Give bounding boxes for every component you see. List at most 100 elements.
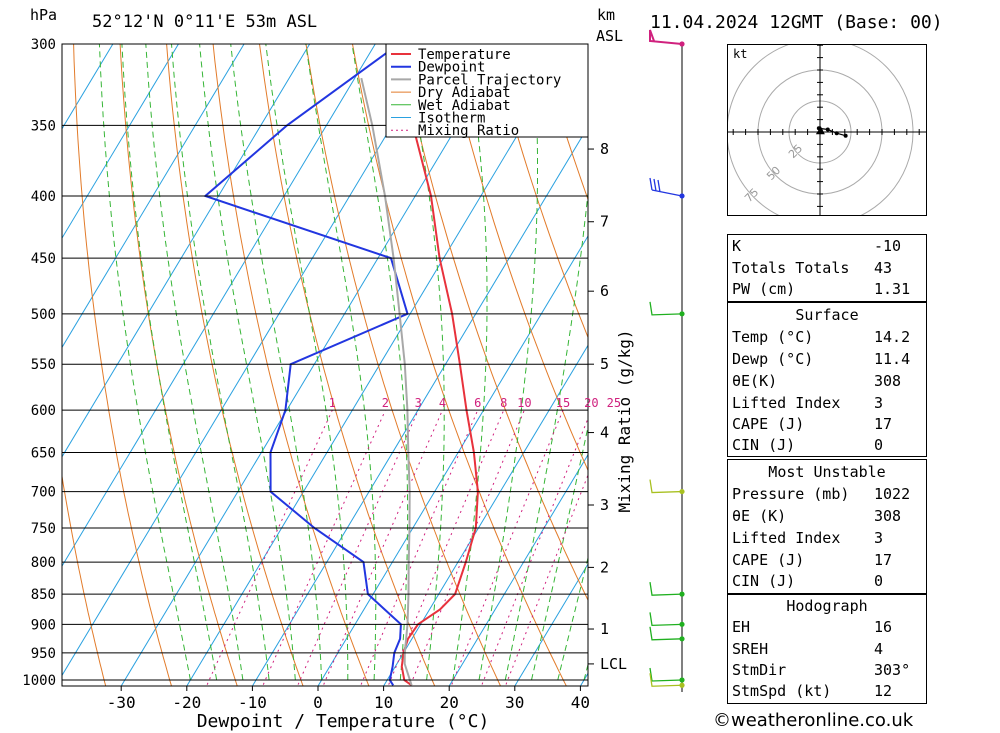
mixing-ratio-label: 15 xyxy=(556,396,570,410)
pressure-tick-label: 700 xyxy=(31,485,56,501)
pressure-tick-label: 500 xyxy=(31,307,56,323)
index-label: Totals Totals xyxy=(732,259,850,277)
wind-barb xyxy=(649,612,683,627)
isotherm xyxy=(62,44,376,568)
wet-adiabat xyxy=(351,44,409,681)
storm-motion-marker xyxy=(815,126,825,135)
wet-adiabat xyxy=(452,44,488,681)
isotherm xyxy=(62,44,114,130)
mixing-ratio-line xyxy=(480,417,588,686)
height-tick-label: 7 xyxy=(600,213,609,231)
index-row-pw: PW (cm) 1.31 xyxy=(732,280,922,301)
pressure-tick-label: 350 xyxy=(31,118,56,134)
index-label: Temp (°C) xyxy=(732,328,814,346)
index-label: SREH xyxy=(732,640,769,658)
wind-barb xyxy=(649,673,683,687)
wet-adiabat xyxy=(145,44,244,681)
mixing-ratio-line xyxy=(504,473,588,686)
surface-row: CAPE (J) 17 xyxy=(732,415,922,436)
index-label: CAPE (J) xyxy=(732,415,805,433)
index-value: 16 xyxy=(874,618,893,636)
hodograph-ring-label: 25 xyxy=(786,142,805,161)
height-tick-label: 4 xyxy=(600,424,609,442)
legend-entry: Temperature xyxy=(418,47,511,63)
mixing-ratio-label: 25 xyxy=(607,396,621,410)
mixing-ratio-line xyxy=(450,410,564,686)
height-tick-label: 5 xyxy=(600,355,609,373)
surface-title: Surface xyxy=(795,306,859,324)
dry-adiabat xyxy=(444,44,588,472)
surface-row: Lifted Index 3 xyxy=(732,394,922,415)
mixing-ratio-label: 6 xyxy=(474,396,481,410)
most-unstable-row: Lifted Index 3 xyxy=(732,529,922,550)
legend-entry: Parcel Trajectory xyxy=(418,72,561,88)
mixing-ratio-label: 8 xyxy=(500,396,507,410)
index-value: 4 xyxy=(874,640,884,658)
mixing-ratio-label: 10 xyxy=(517,396,531,410)
pressure-tick-label: 750 xyxy=(31,521,56,537)
mixing-ratio-label: 20 xyxy=(584,396,598,410)
x-axis-label: Dewpoint / Temperature (°C) xyxy=(197,711,490,732)
wet-adiabat xyxy=(121,44,218,681)
index-value: 0 xyxy=(874,436,884,454)
mixing-ratio-line xyxy=(262,409,386,686)
legend-entry: Dry Adiabat xyxy=(418,85,511,101)
wet-adiabat xyxy=(265,44,349,680)
surface-table: Surface Temp (°C) 14.2 Dewp (°C) 11.4 θE… xyxy=(727,302,927,457)
mixing-ratio-label: 4 xyxy=(439,396,446,410)
mixing-ratio-line xyxy=(296,409,419,686)
index-value: 17 xyxy=(874,551,893,569)
index-table-top: K -10 Totals Totals 43 PW (cm) 1.31 xyxy=(727,234,927,302)
wind-barb xyxy=(649,479,683,494)
legend-entry: Dewpoint xyxy=(418,60,485,76)
isotherm xyxy=(317,235,588,686)
hodograph-row: SREH 4 xyxy=(732,640,922,661)
hodograph-unit: kt xyxy=(733,47,748,61)
index-value: 3 xyxy=(874,529,884,547)
mixing-ratio-label: 3 xyxy=(415,396,422,410)
dry-adiabat xyxy=(258,44,436,686)
index-value: 14.2 xyxy=(874,328,911,346)
wind-barb xyxy=(649,177,683,197)
pressure-tick-label: 1000 xyxy=(22,673,56,689)
dry-adiabat xyxy=(491,44,588,339)
most-unstable-table: Most Unstable Pressure (mb) 1022 θE (K) … xyxy=(727,459,927,594)
wet-adiabat xyxy=(199,44,296,681)
index-value: 43 xyxy=(874,259,893,277)
hodograph-point xyxy=(834,131,839,136)
surface-row: Temp (°C) 14.2 xyxy=(732,328,922,349)
x-tick-label: 0 xyxy=(313,693,323,712)
index-row-k: K -10 xyxy=(732,237,922,258)
legend-box xyxy=(385,43,589,138)
pressure-tick-label: 600 xyxy=(31,403,56,419)
index-label: K xyxy=(732,237,742,255)
mixing-ratio-axis-label: Mixing Ratio (g/kg) xyxy=(615,329,634,512)
surface-row: CIN (J) 0 xyxy=(732,436,922,457)
legend-entry: Isotherm xyxy=(418,111,485,127)
wet-adiabat xyxy=(504,187,588,681)
mixing-ratio-label: 2 xyxy=(382,396,389,410)
index-row-totals-totals: Totals Totals 43 xyxy=(732,259,922,280)
hodograph-point xyxy=(843,133,848,138)
most-unstable-row: Pressure (mb) 1022 xyxy=(732,485,922,506)
dry-adiabat xyxy=(62,473,107,686)
wind-barb xyxy=(649,667,683,682)
isotherm xyxy=(62,44,180,240)
hodograph-panel: 25 50 75 kt xyxy=(707,19,933,245)
pressure-tick-label: 850 xyxy=(31,587,56,603)
asl-unit-label: ASL xyxy=(596,27,624,45)
most-unstable-row: CAPE (J) 17 xyxy=(732,551,922,572)
dry-adiabat xyxy=(948,26,1000,696)
index-label: Dewp (°C) xyxy=(732,350,814,368)
legend-entry: Wet Adiabat xyxy=(418,98,511,114)
x-tick-label: -20 xyxy=(172,693,201,712)
index-value: 17 xyxy=(874,415,893,433)
index-label: θE (K) xyxy=(732,507,787,525)
wind-barb xyxy=(649,582,683,596)
pressure-tick-label: 550 xyxy=(31,357,56,373)
dry-adiabat xyxy=(166,44,304,686)
most-unstable-row: θE (K) 308 xyxy=(732,507,922,528)
weatheronline-credit-link[interactable]: ©weatheronline.co.uk xyxy=(713,710,914,731)
